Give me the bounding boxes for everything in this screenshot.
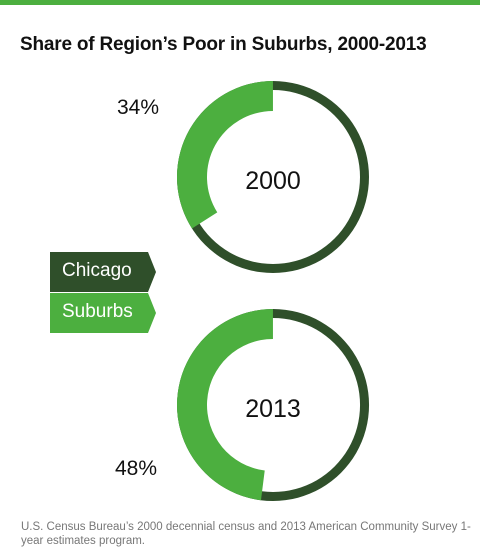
chart-title: Share of Region’s Poor in Suburbs, 2000-… [20,34,427,55]
donut-2000-year-label: 2000 [245,167,301,195]
suburbs-share-label-2013: 48% [115,457,158,480]
legend-item-suburbs: Suburbs [50,293,156,333]
legend-label-suburbs: Suburbs [62,301,133,322]
suburbs-share-label-2000: 34% [117,96,160,119]
donut-2000-suburbs-arc [177,81,273,229]
donut-2013: 2013 [176,309,370,501]
legend-label-chicago: Chicago [62,260,132,281]
top-accent-rule [0,0,480,5]
legend-tag-shape-suburbs [50,293,156,333]
donut-2000: 2000 [176,81,369,273]
donut-2013-suburbs-arc [176,309,273,501]
legend-tag-shape-chicago [50,252,156,292]
legend-item-chicago: Chicago [50,252,156,292]
donut-2013-year-label: 2013 [245,395,301,423]
source-note: U.S. Census Bureau’s 2000 decennial cens… [21,521,471,547]
